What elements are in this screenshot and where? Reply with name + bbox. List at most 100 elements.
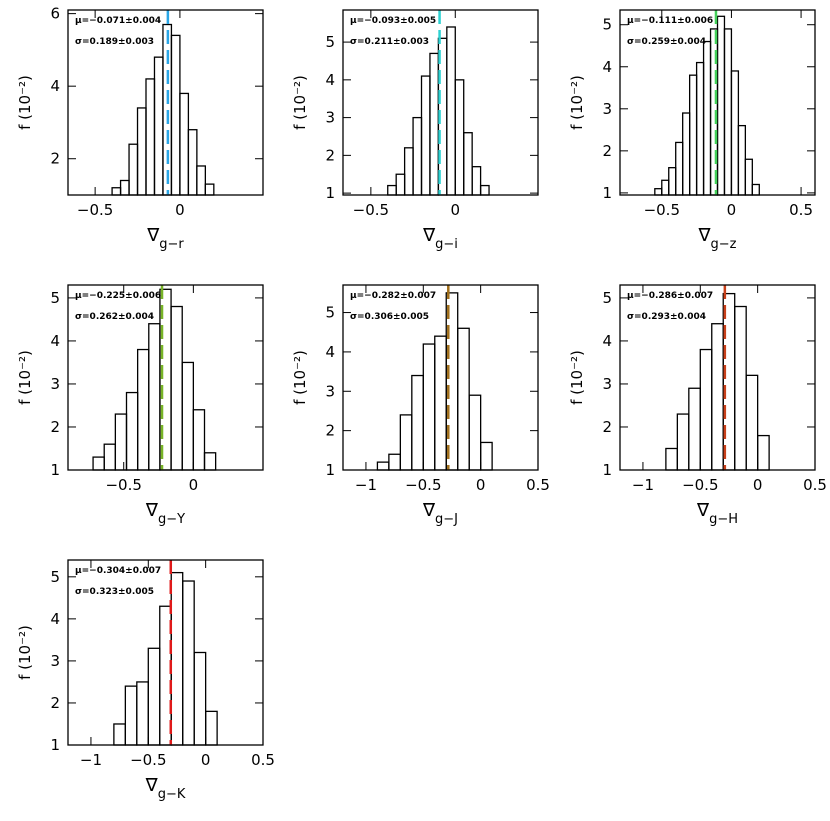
x-tick-label: −1 [80,751,102,769]
bar [420,75,431,196]
y-tick-label: 3 [50,652,60,670]
frame [619,284,816,471]
panel: −0.5 0 2 4 6 ∇g−r f (10⁻²) μ=−0.071±0.004 σ=0.18… [16,5,264,252]
y-tick-label: 1 [602,184,612,202]
panel: −0.5 0 0.5 1 2 3 4 5 ∇g−z f (10⁻²) μ=−0.111±0.006 σ… [568,9,816,252]
x-label: ∇g−r [146,225,184,252]
y-tick-label: 1 [325,184,335,202]
y-tick-label: 1 [602,461,612,479]
annotation: σ=0.306±0.005 [350,312,429,322]
bar [463,132,473,196]
bar [170,571,184,746]
y-tick-label: 3 [50,375,60,393]
bar [654,188,663,196]
bar [745,374,759,471]
bar [170,34,181,196]
bar [148,323,161,471]
annotation: σ=0.211±0.003 [350,37,429,47]
bar [723,28,733,196]
bar [387,184,397,196]
bar [716,15,726,196]
x-tick-label: −1 [632,476,654,494]
annotation: μ=−0.282±0.007 [350,291,436,301]
x-tick-label: −0.5 [353,201,389,219]
x-label-symbol: ∇ [146,225,160,246]
bar [468,394,482,471]
x-label: ∇g−i [422,225,458,252]
x-tick-label: −0.5 [405,476,441,494]
y-tick-label: 4 [602,332,612,350]
bar [682,112,691,196]
x-label-symbol: ∇ [422,225,436,246]
x-label-symbol: ∇ [697,225,711,246]
y-tick-label: 5 [325,33,335,51]
bar [434,335,447,471]
x-label-subscript: g−r [159,237,184,252]
bar [395,173,406,196]
y-tick-label: 3 [325,109,335,127]
bar [429,52,440,196]
frame [342,284,539,471]
bar [665,447,679,471]
bar [153,56,164,196]
bar [479,184,490,196]
bar [119,179,130,196]
x-tick-label: −1 [355,476,377,494]
y-tick-label: 3 [325,382,335,400]
bar [699,348,713,471]
x-tick-label: 0 [476,476,486,494]
bar [170,305,183,471]
y-tick-label: 5 [602,289,612,307]
x-tick-label: 0.5 [789,201,813,219]
bar [446,26,456,196]
frame [67,9,264,196]
x-label-symbol: ∇ [145,500,159,521]
y-tick-label: 6 [50,5,60,23]
x-tick-label: 0 [175,201,185,219]
x-label-symbol: ∇ [145,775,159,796]
bar [751,183,760,196]
bar [193,651,207,746]
x-tick-label: 0 [450,201,460,219]
x-label: ∇g−K [145,775,186,802]
annotation: μ=−0.093±0.005 [350,16,436,26]
y-tick-label: 3 [602,375,612,393]
panel: −1 −0.5 0 0.5 1 2 3 4 5 ∇g−H f (10⁻²) μ=−0.286±0.00… [568,284,827,527]
x-label-subscript: g−z [711,237,737,252]
bar [179,92,190,196]
bar [737,124,747,196]
bar [181,361,195,471]
bar [124,685,138,746]
x-label: ∇g−H [696,500,738,527]
x-label-subscript: g−H [709,512,738,527]
x-tick-label: 0.5 [803,476,827,494]
x-label-subscript: g−Y [158,512,185,527]
bar [159,605,172,746]
x-tick-label: −0.5 [105,476,141,494]
bar [668,167,677,196]
annotation: μ=−0.304±0.007 [75,566,161,576]
y-label: f (10⁻²) [16,625,34,680]
bar [103,443,117,471]
y-tick-label: 2 [50,418,60,436]
y-tick-label: 1 [325,461,335,479]
y-tick-label: 2 [50,150,60,168]
annotation: σ=0.262±0.004 [75,312,154,322]
y-tick-label: 2 [602,142,612,160]
x-tick-label: −0.5 [77,201,113,219]
bar [730,70,740,196]
bar [145,78,156,196]
frame [67,559,264,746]
bar [399,414,413,471]
bar [734,305,747,471]
bar [422,343,436,471]
y-label: f (10⁻²) [291,350,309,405]
x-tick-label: −0.5 [682,476,718,494]
bar [445,292,459,471]
bar [756,434,770,471]
x-tick-label: 0 [201,751,211,769]
y-tick-label: 4 [325,71,335,89]
bar [403,147,414,196]
bar [147,647,161,746]
